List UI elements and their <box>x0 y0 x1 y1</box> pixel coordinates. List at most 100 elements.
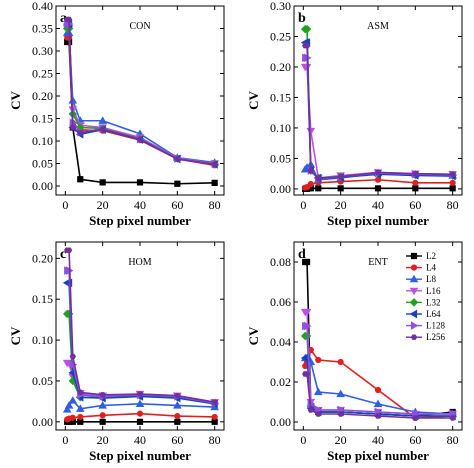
data-point <box>69 353 76 360</box>
series-L16 <box>300 63 457 183</box>
data-point <box>303 371 311 377</box>
data-point <box>337 185 344 192</box>
data-point <box>374 413 382 419</box>
legend-label: L32 <box>426 297 441 307</box>
data-point <box>98 116 107 124</box>
series-L256 <box>64 16 218 168</box>
panel-letter: c <box>60 247 66 262</box>
panel-title: CON <box>129 21 150 32</box>
series-L64 <box>62 278 218 409</box>
data-point <box>313 387 323 396</box>
data-point <box>303 42 311 49</box>
data-point <box>62 405 72 413</box>
legend-item-L4: L4 <box>406 263 436 273</box>
data-point <box>69 414 76 421</box>
data-point <box>174 413 181 420</box>
data-point <box>173 401 182 409</box>
data-point <box>303 321 312 331</box>
y-tick-label: 0.10 <box>32 134 53 148</box>
legend-label: L16 <box>426 286 441 296</box>
panel-title: HOM <box>128 257 151 268</box>
y-tick-label: 0.00 <box>270 182 291 196</box>
y-tick-label: 0.25 <box>32 67 53 81</box>
x-tick-label: 40 <box>372 198 384 212</box>
series-line <box>67 41 215 185</box>
panel-letter: b <box>298 11 306 26</box>
y-tick-label: 0.05 <box>32 157 53 171</box>
data-point <box>211 161 218 168</box>
data-point <box>449 179 456 186</box>
data-point <box>174 392 181 399</box>
legend-label: L4 <box>426 263 436 273</box>
data-point <box>211 179 218 186</box>
series-L128 <box>302 53 458 183</box>
x-tick-label: 80 <box>447 198 459 212</box>
data-point <box>412 185 419 192</box>
x-tick-label: 80 <box>209 433 221 447</box>
panel-title: ASM <box>367 21 389 32</box>
data-point <box>98 401 107 409</box>
data-point <box>315 175 322 182</box>
legend-item-L8: L8 <box>406 274 436 284</box>
data-point <box>307 180 314 188</box>
data-point <box>303 258 311 266</box>
data-point <box>307 167 314 174</box>
series-L2 <box>64 418 218 425</box>
legend-item-L2: L2 <box>406 251 436 261</box>
data-point <box>374 386 382 394</box>
series-line <box>305 325 453 415</box>
y-tick-label: 0.02 <box>270 375 291 389</box>
legend-marker <box>410 264 418 271</box>
y-tick-label: 0.40 <box>32 0 53 13</box>
series-line <box>305 373 453 419</box>
x-tick-label: 40 <box>134 433 146 447</box>
x-tick-label: 60 <box>171 433 183 447</box>
y-tick-label: 0.20 <box>32 89 53 103</box>
series-L64 <box>62 19 218 169</box>
series-line <box>67 36 215 167</box>
series-line <box>305 44 453 180</box>
data-point <box>99 392 106 398</box>
y-tick-label: 0.25 <box>270 29 291 43</box>
x-tick-label: 20 <box>97 198 109 212</box>
y-tick-label: 0.04 <box>270 335 291 349</box>
series-line <box>67 269 215 404</box>
series-line <box>305 28 453 179</box>
series-L4 <box>64 410 218 423</box>
data-point <box>336 389 345 398</box>
y-tick-label: 0.20 <box>270 60 291 74</box>
legend-marker <box>409 274 419 283</box>
y-tick-label: 0.08 <box>270 255 291 269</box>
series-L8 <box>62 396 219 413</box>
data-point <box>412 170 419 177</box>
x-tick-label: 0 <box>300 198 306 212</box>
series-L2 <box>302 185 456 193</box>
y-axis-title: CV <box>8 91 23 110</box>
legend-item-L32: L32 <box>406 297 441 307</box>
legend-item-L64: L64 <box>406 309 441 319</box>
data-point <box>65 16 73 23</box>
series-line <box>305 41 453 179</box>
data-point <box>315 356 322 364</box>
y-tick-label: 0.15 <box>32 112 53 126</box>
series-line <box>304 348 453 419</box>
data-point <box>412 179 419 186</box>
panel-letter: d <box>298 247 306 262</box>
y-tick-label: 0.05 <box>32 374 53 388</box>
series-line <box>67 313 215 405</box>
data-point <box>99 412 106 419</box>
data-point <box>136 179 144 186</box>
data-point <box>99 418 106 425</box>
data-point <box>136 418 144 425</box>
series-line <box>67 249 215 403</box>
data-point <box>136 136 144 142</box>
x-axis-title: Step pixel number <box>89 213 191 228</box>
data-point <box>449 185 456 192</box>
series-L16 <box>62 25 219 168</box>
x-axis-title: Step pixel number <box>327 448 429 463</box>
y-axis-title: CV <box>246 326 261 345</box>
y-tick-label: 0.10 <box>270 121 291 135</box>
